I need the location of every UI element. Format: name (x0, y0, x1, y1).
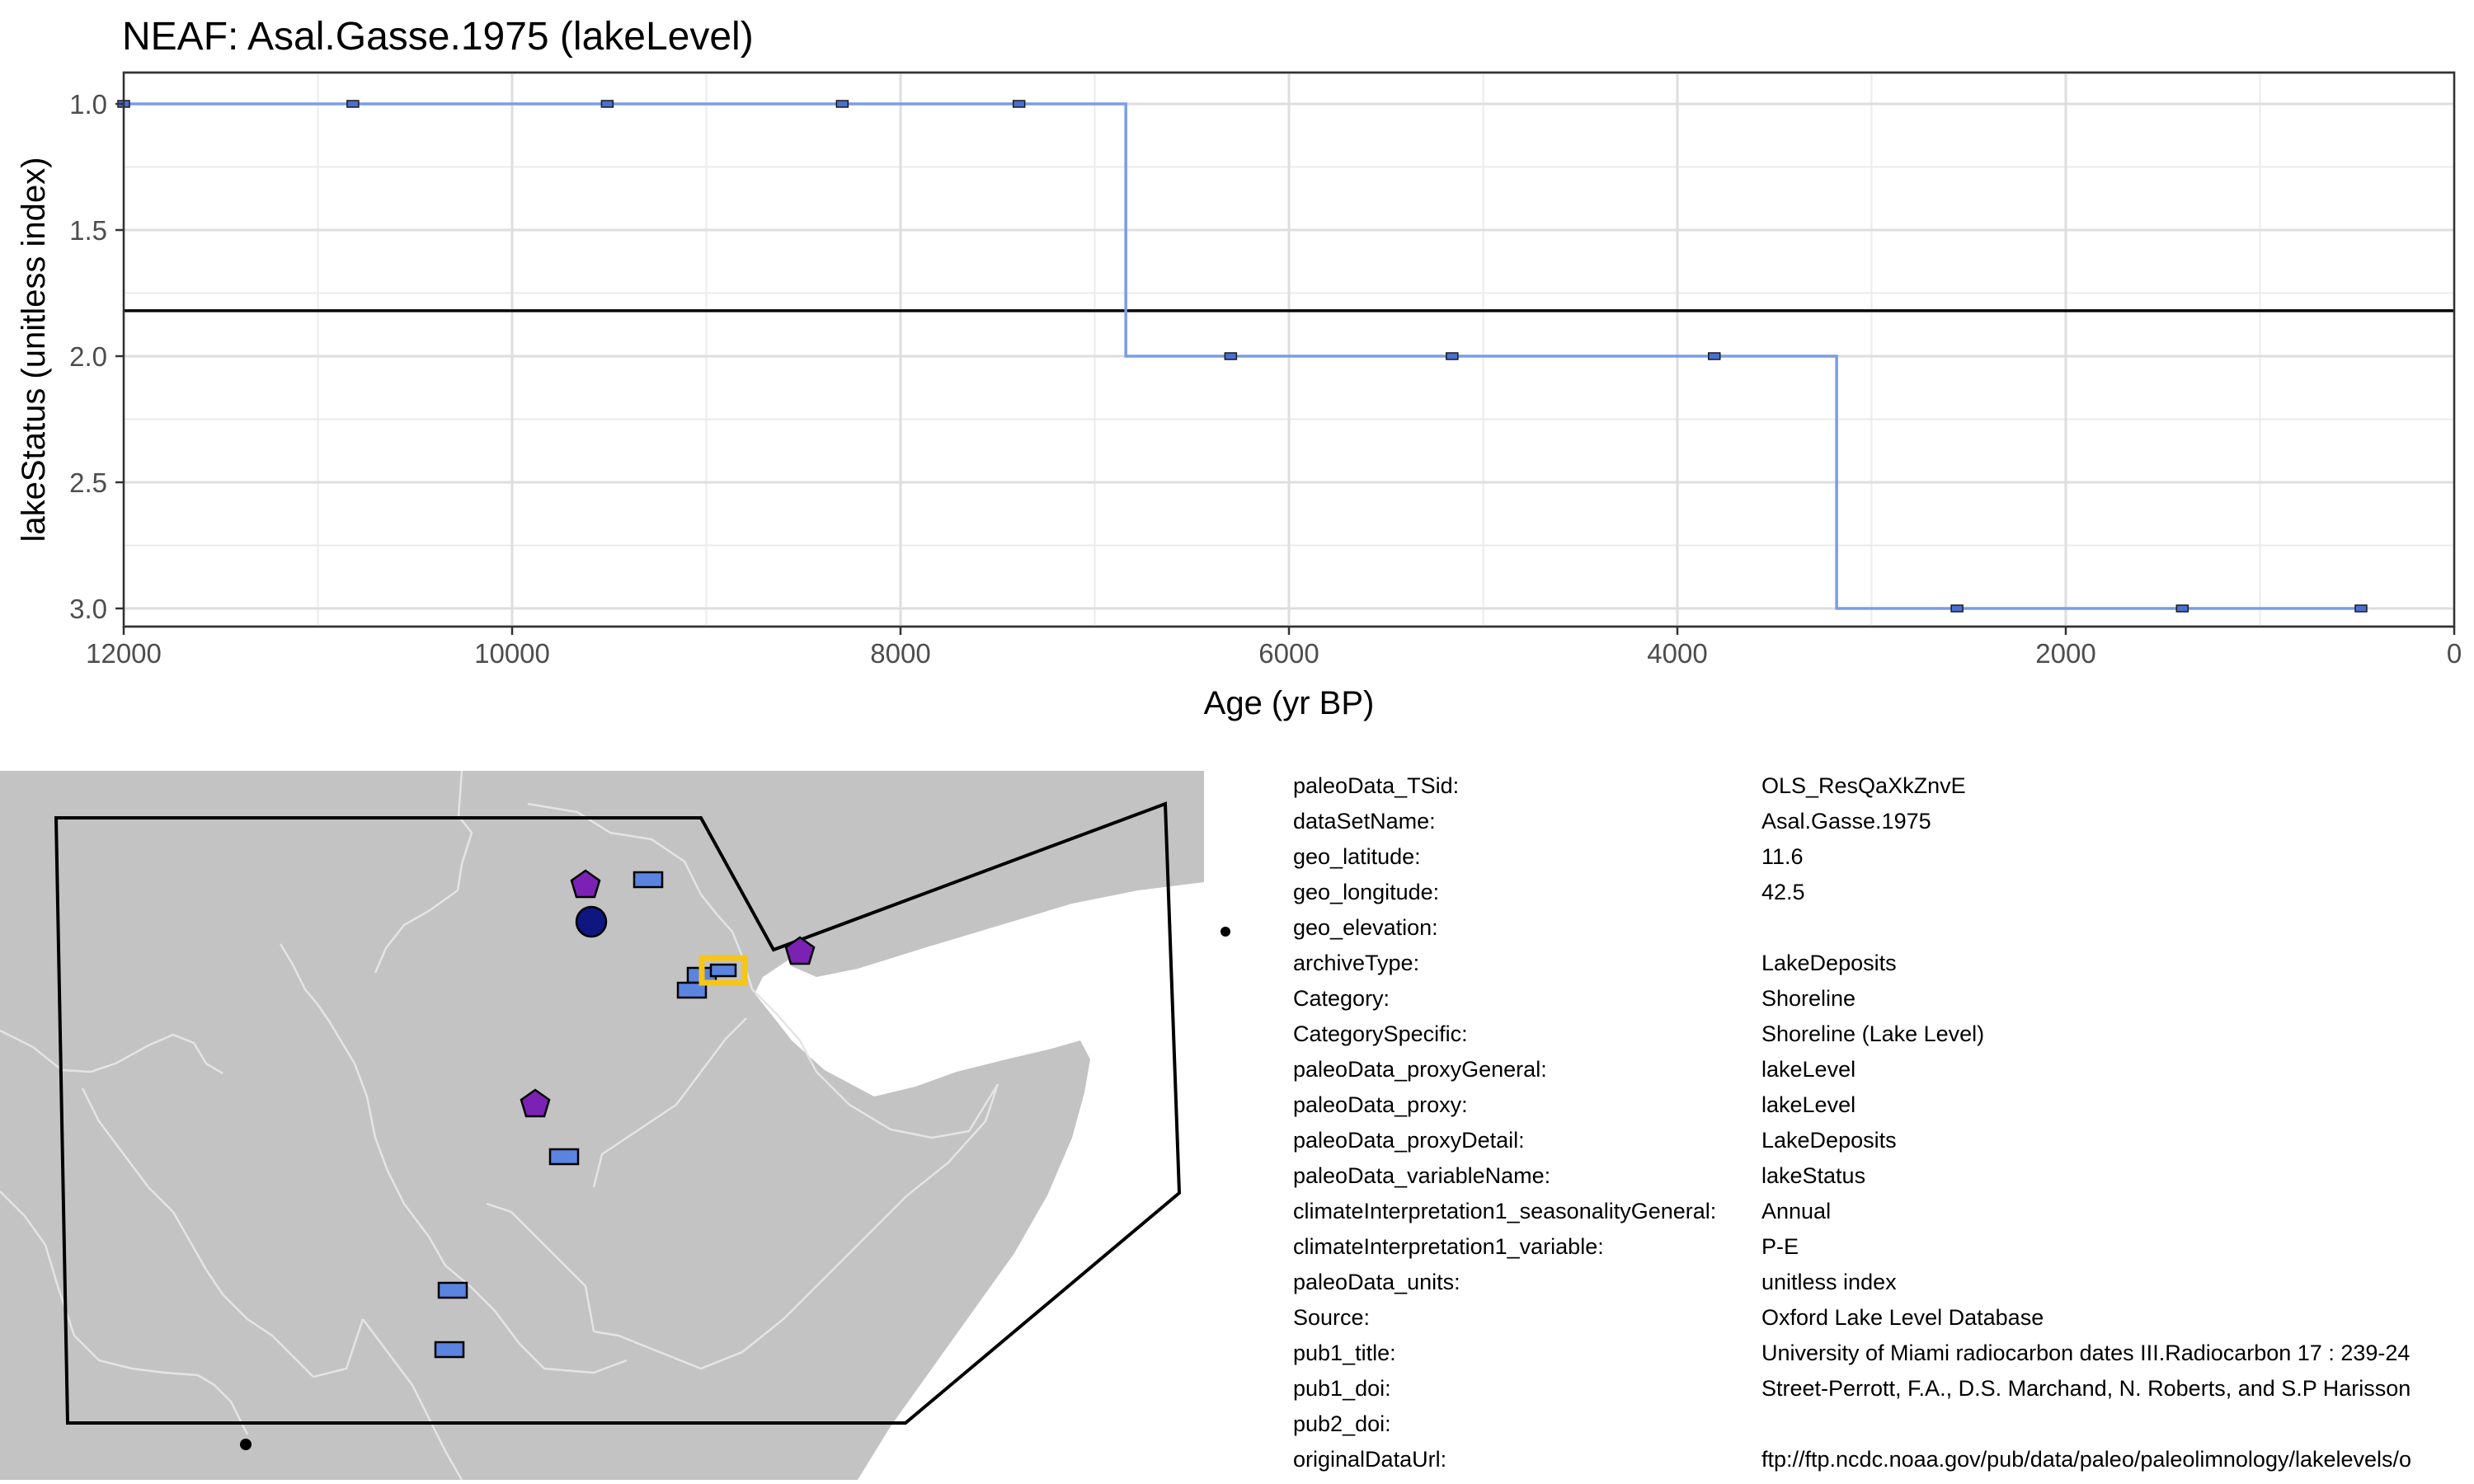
metadata-value: University of Miami radiocarbon dates II… (1761, 1341, 2411, 1365)
y-tick-label: 1.0 (69, 89, 107, 120)
metadata-key: CategorySpecific: (1293, 1021, 1468, 1046)
metadata-key: paleoData_units: (1293, 1270, 1460, 1294)
metadata-value: 11.6 (1761, 844, 1804, 869)
data-point-marker (346, 100, 360, 108)
site-pentagon-marker (570, 869, 601, 899)
y-axis-ticks: 1.0 1.5 2.0 2.5 3.0 (69, 89, 124, 624)
metadata-key: Source: (1293, 1305, 1371, 1330)
x-tick-label: 2000 (2035, 638, 2095, 669)
site-metadata: paleoData_TSid: OLS_ResQaXkZnvE dataSetNam… (1221, 773, 2474, 1474)
metadata-key: Category: (1293, 986, 1390, 1011)
metadata-key: paleoData_proxyDetail: (1293, 1128, 1525, 1153)
country-borders (0, 771, 999, 1480)
data-point-marker (2354, 604, 2368, 613)
metadata-key: pub2_doi: (1293, 1411, 1391, 1436)
metadata-value: Asal.Gasse.1975 (1761, 809, 1931, 834)
site-rectangle-marker (548, 1148, 580, 1166)
lake-status-chart: NEAF: Asal.Gasse.1975 (lakeLevel) 12000 1… (16, 15, 2462, 721)
site-pentagon-marker (784, 936, 816, 965)
y-tick-label: 2.0 (69, 341, 107, 372)
series-step-line (124, 102, 2361, 610)
site-rectangle-marker (633, 871, 664, 889)
chart-title: NEAF: Asal.Gasse.1975 (lakeLevel) (122, 15, 754, 59)
metadata-key: geo_longitude: (1293, 880, 1440, 904)
metadata-key: geo_latitude: (1293, 844, 1421, 869)
x-tick-label: 8000 (870, 638, 930, 669)
selected-site-highlight (698, 955, 748, 986)
metadata-key: climateInterpretation1_variable: (1293, 1234, 1604, 1259)
map-dot (240, 1439, 252, 1450)
metadata-key: paleoData_variableName: (1293, 1163, 1551, 1188)
y-axis-label: lakeStatus (unitless index) (16, 157, 52, 542)
metadata-value: lakeLevel (1761, 1057, 1856, 1082)
data-point-marker (1707, 352, 1721, 360)
metadata-value: LakeDeposits (1761, 1128, 1897, 1153)
data-point-marker (1224, 352, 1238, 360)
metadata-key: paleoData_TSid: (1293, 773, 1460, 798)
site-map (0, 771, 1204, 1480)
metadata-key: paleoData_proxy: (1293, 1092, 1468, 1117)
metadata-value: P-E (1761, 1234, 1799, 1259)
metadata-key: paleoData_proxyGeneral: (1293, 1057, 1547, 1082)
metadata-value: 42.5 (1761, 880, 1805, 904)
data-point-marker (1012, 100, 1026, 108)
site-circle-marker (575, 905, 608, 938)
metadata-value: Shoreline (1761, 986, 1856, 1011)
metadata-value: LakeDeposits (1761, 951, 1897, 975)
metadata-key: pub1_doi: (1293, 1376, 1391, 1401)
selected-site-marker (709, 963, 737, 978)
site-rectangle-marker (437, 1281, 468, 1299)
x-tick-label: 12000 (86, 638, 162, 669)
metadata-value: ftp://ftp.ncdc.noaa.gov/pub/data/paleo/p… (1761, 1447, 2412, 1472)
metadata-value: lakeLevel (1761, 1092, 1856, 1117)
data-point-marker (1950, 604, 1964, 613)
metadata-key: dataSetName: (1293, 809, 1436, 834)
data-point-marker (2175, 604, 2189, 613)
data-point-marker (835, 100, 849, 108)
site-rectangle-marker (676, 981, 708, 999)
metadata-key: climateInterpretation1_seasonalityGenera… (1293, 1199, 1717, 1223)
metadata-value: Street-Perrott, F.A., D.S. Marchand, N. … (1761, 1376, 2411, 1401)
x-tick-label: 6000 (1258, 638, 1319, 669)
metadata-value: OLS_ResQaXkZnvE (1761, 773, 1966, 798)
plot-border (122, 71, 2456, 628)
site-rectangle-marker (434, 1341, 465, 1359)
x-axis-ticks: 12000 10000 8000 6000 4000 2000 0 (86, 627, 2462, 669)
data-point-marker (1446, 352, 1459, 360)
metadata-key: originalDataUrl: (1293, 1447, 1447, 1472)
x-tick-label: 4000 (1647, 638, 1707, 669)
metadata-key: archiveType: (1293, 951, 1420, 975)
x-tick-label: 10000 (474, 638, 550, 669)
metadata-value: Annual (1761, 1199, 1832, 1223)
metadata-bullet-dot (1221, 927, 1230, 937)
site-markers (434, 869, 816, 1359)
x-tick-label: 0 (2447, 638, 2462, 669)
metadata-key: pub1_title: (1293, 1341, 1396, 1365)
data-point-marker (600, 100, 614, 108)
site-pentagon-marker (520, 1088, 551, 1118)
metadata-value: unitless index (1761, 1270, 1897, 1294)
y-tick-label: 2.5 (69, 467, 107, 498)
region-outline (54, 801, 1182, 1425)
metadata-key: geo_elevation: (1293, 915, 1438, 940)
y-tick-label: 1.5 (69, 215, 107, 246)
y-tick-label: 3.0 (69, 594, 107, 624)
metadata-value: Oxford Lake Level Database (1761, 1305, 2044, 1330)
metadata-value: lakeStatus (1761, 1163, 1866, 1188)
x-axis-label: Age (yr BP) (1204, 685, 1375, 721)
metadata-value: Shoreline (Lake Level) (1761, 1021, 1985, 1046)
